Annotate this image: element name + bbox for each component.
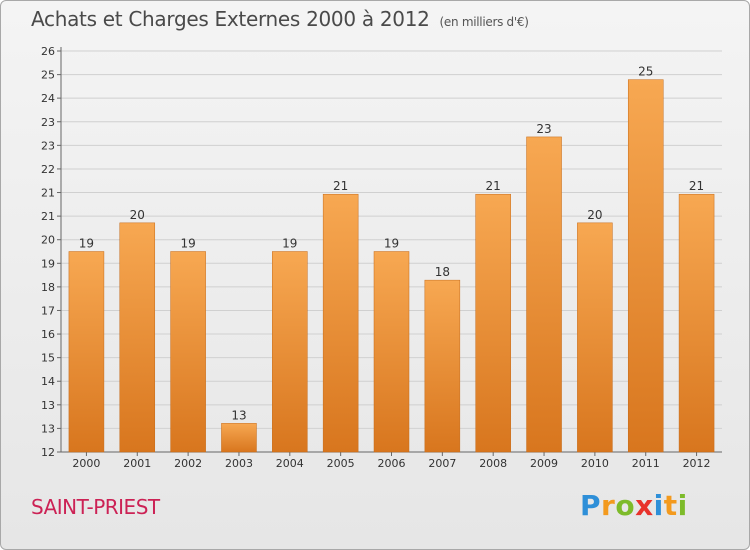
y-tick-label: 19 [41, 257, 55, 270]
logo-letter: P [580, 489, 602, 522]
bar [678, 193, 715, 453]
x-tick-label: 2002 [174, 457, 202, 470]
y-tick-label: 12 [41, 446, 55, 459]
data-label: 20 [587, 208, 602, 222]
bar [475, 193, 511, 453]
logo-letter: x [635, 489, 654, 522]
y-tick-label: 21 [41, 210, 55, 223]
y-tick-label: 15 [41, 352, 55, 365]
bar [577, 222, 613, 453]
y-tick-labels: 12 13 13 14 15 16 17 18 19 20 21 21 22 23 23 24 25 26 [41, 45, 55, 459]
bar [170, 251, 206, 453]
y-tick-label: 20 [41, 234, 55, 247]
x-tick-label: 2001 [123, 457, 151, 470]
chart-title-text: Achats et Charges Externes 2000 à 2012 [31, 7, 430, 31]
logo-letter: r [601, 489, 616, 522]
data-label: 23 [536, 122, 551, 136]
data-label: 21 [689, 179, 704, 193]
y-tick-label: 24 [41, 92, 55, 105]
x-tick-label: 2010 [581, 457, 609, 470]
data-label: 25 [638, 65, 653, 79]
logo-letter: i [677, 489, 688, 522]
data-label: 19 [180, 237, 195, 251]
data-label: 20 [130, 208, 145, 222]
x-tick-label: 2011 [632, 457, 660, 470]
x-tick-labels: 2000 2001 2002 2003 2004 2005 2006 2007 2008 2009… [72, 457, 710, 470]
data-label: 19 [282, 237, 297, 251]
logo-letter: i [653, 489, 664, 522]
bar [322, 193, 359, 453]
bar [424, 279, 461, 453]
proxiti-logo[interactable]: Proxiti [580, 489, 688, 522]
data-label: 18 [435, 265, 450, 279]
y-tick-label: 18 [41, 281, 55, 294]
y-tick-label: 16 [41, 328, 55, 341]
x-tick-label: 2003 [225, 457, 253, 470]
x-tick-label: 2009 [530, 457, 558, 470]
y-tick-label: 13 [41, 399, 55, 412]
logo-letter: o [615, 489, 636, 522]
y-tick-label: 23 [41, 116, 55, 129]
x-tick-label: 2007 [428, 457, 456, 470]
logo-letter: t [663, 489, 678, 522]
data-label: 13 [231, 408, 246, 422]
y-tick-label: 23 [41, 139, 55, 152]
y-tick-label: 21 [41, 187, 55, 200]
bar [627, 79, 664, 453]
bar [526, 136, 562, 453]
bar [119, 222, 156, 453]
x-tick-label: 2008 [479, 457, 507, 470]
x-tick-label: 2005 [327, 457, 355, 470]
data-label: 21 [486, 179, 501, 193]
bars [68, 79, 715, 453]
chart-subtitle: (en milliers d'€) [439, 15, 529, 29]
y-tick-label: 26 [41, 45, 55, 58]
data-labels: 19 20 19 13 19 21 19 18 21 23 20 25 21 [79, 65, 704, 423]
x-tick-label: 2000 [72, 457, 100, 470]
bar [68, 251, 105, 453]
data-label: 21 [333, 179, 348, 193]
x-tick-label: 2006 [378, 457, 406, 470]
bar [221, 423, 257, 453]
x-tick-label: 2012 [683, 457, 711, 470]
x-tick-label: 2004 [276, 457, 304, 470]
y-tick-label: 14 [41, 375, 55, 388]
y-tick-label: 17 [41, 304, 55, 317]
place-name: SAINT-PRIEST [31, 495, 160, 519]
chart-title: Achats et Charges Externes 2000 à 2012 (e… [31, 7, 529, 31]
data-label: 19 [79, 237, 94, 251]
y-tick-label: 13 [41, 422, 55, 435]
data-label: 19 [384, 237, 399, 251]
bar [272, 251, 308, 453]
y-tick-label: 25 [41, 69, 55, 82]
y-tick-label: 22 [41, 163, 55, 176]
bar [373, 251, 410, 453]
